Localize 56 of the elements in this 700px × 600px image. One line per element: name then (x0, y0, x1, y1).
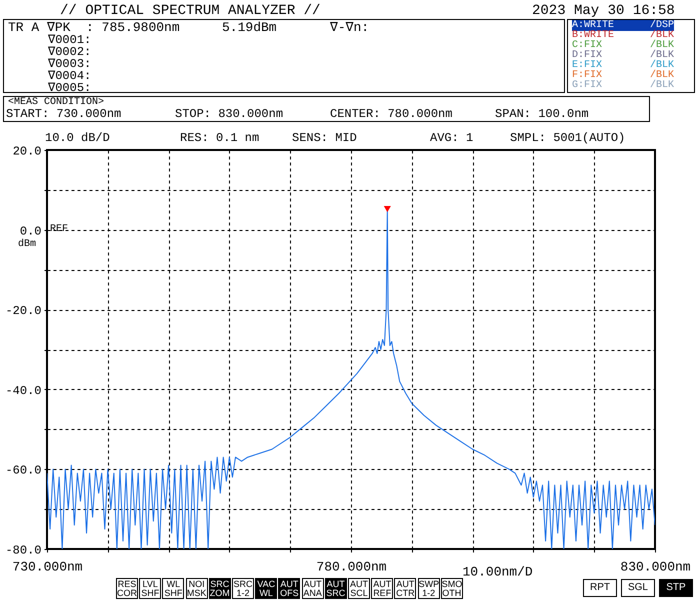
text: NOI MSK (186, 578, 208, 599)
text: STOP: 830.000nm (175, 107, 284, 121)
text: SWP 1-2 (418, 578, 440, 599)
text: AVG: 1 (430, 131, 474, 145)
text: F:FIX /BLK (572, 70, 674, 81)
text: RPT (583, 579, 617, 597)
text: SMO OTH (440, 578, 463, 599)
text: SENS: MID (292, 131, 357, 145)
text: SRC ZOM (208, 578, 231, 599)
text: SPAN: 100.0nm (495, 107, 589, 121)
y-tick-label: -40.0 (5, 384, 42, 398)
text: LVL SHF (139, 578, 162, 599)
text: ∇0001: (48, 33, 92, 47)
text: START: 730.000nm (6, 107, 122, 121)
text: VAC WL (255, 578, 278, 599)
text: D:FIX /BLK (572, 50, 674, 61)
text: STP (659, 579, 693, 597)
text: SMPL: 5001(AUTO) (510, 131, 626, 145)
text: WL SHF (162, 578, 184, 599)
text: ∇0003: (48, 57, 92, 71)
text: A:WRITE /DSP (572, 20, 674, 31)
text: G:FIX /BLK (572, 80, 674, 91)
text: 2023 May 30 16:58 (532, 3, 675, 19)
x-tick-label: 730.000nm (12, 560, 83, 574)
text: ∇-∇n: (330, 20, 370, 35)
text: E:FIX /BLK (572, 60, 674, 71)
text: AUT ANA (302, 578, 324, 599)
x-tick-label: 780.000nm (316, 560, 387, 574)
text: C:FIX /BLK (572, 40, 674, 51)
text: AUT SRC (324, 578, 347, 599)
text: SRC 1-2 (232, 578, 254, 599)
text: AUT OFS (278, 578, 300, 599)
text: AUT CTR (394, 578, 416, 599)
x-axis-title: 10.00nm/D (462, 564, 533, 580)
text: dBm (18, 239, 36, 250)
text: ∇0005: (48, 81, 92, 95)
text: SGL (621, 579, 655, 597)
y-tick-label: -80.0 (5, 544, 42, 558)
y-tick-label: 0.0 (20, 224, 42, 238)
text: B:WRITE /BLK (572, 30, 674, 41)
y-tick-label: -20.0 (5, 304, 42, 318)
y-tick-label: -60.0 (5, 464, 42, 478)
text: <MEAS CONDITION> (8, 97, 104, 108)
text: // OPTICAL SPECTRUM ANALYZER // (60, 3, 320, 19)
text: AUT REF (371, 578, 394, 599)
x-tick-label: 830.000nm (620, 560, 691, 574)
text: 5.19dBm (222, 20, 277, 35)
text: RES: 0.1 nm (180, 131, 260, 145)
text: TR A ∇PK : 785.9800nm (8, 20, 180, 35)
text: 10.0 dB/D (45, 131, 110, 145)
text: ∇0004: (48, 69, 92, 83)
y-tick-label: 20.0 (12, 144, 42, 158)
text: CENTER: 780.000nm (330, 107, 452, 121)
text: RES COR (116, 578, 138, 599)
text: AUT SCL (348, 578, 370, 599)
text: ∇0002: (48, 45, 92, 59)
